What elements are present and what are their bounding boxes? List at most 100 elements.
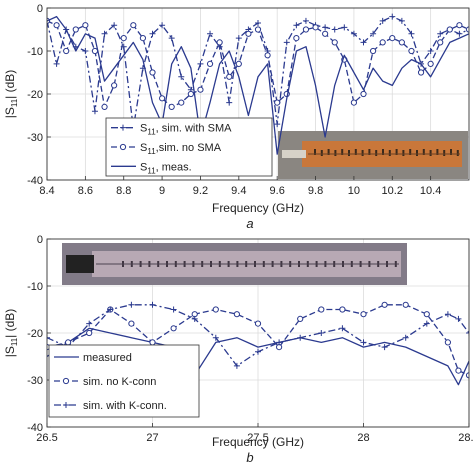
legend-label-sub: 11: [147, 128, 156, 137]
data-point: [444, 311, 451, 318]
data-point: [466, 330, 469, 336]
x-tick-label: 27: [146, 432, 158, 444]
data-point: [389, 35, 396, 42]
data-point: [149, 301, 156, 308]
data-point: [197, 60, 204, 67]
photo-slot: [368, 149, 371, 155]
data-point: [212, 334, 219, 341]
data-point: [293, 22, 300, 29]
data-point: [91, 47, 99, 55]
data-point: [254, 320, 262, 327]
x-tick-label: 27.5: [247, 432, 268, 444]
photo-slot: [341, 149, 344, 155]
data-point: [170, 325, 177, 332]
y-tick-label: 0: [37, 234, 43, 246]
data-point: [408, 47, 415, 55]
y-axis-label-main: |S: [3, 107, 17, 118]
legend-label-sub: 11: [147, 166, 156, 175]
legend-label-main: S: [140, 142, 147, 154]
photo-slot: [361, 150, 364, 156]
data-point: [322, 24, 329, 31]
data-point: [350, 99, 358, 106]
data-point: [276, 339, 283, 346]
data-point: [53, 22, 60, 29]
legend-label: sim. no K-conn: [83, 376, 156, 388]
legend-label-tail: , meas.: [156, 161, 192, 173]
data-point: [360, 39, 367, 46]
data-point: [423, 320, 430, 327]
data-point: [207, 30, 214, 37]
series-1: [47, 327, 469, 386]
photo-slot: [388, 150, 391, 156]
photo-slot: [409, 149, 412, 155]
data-point: [444, 339, 451, 346]
y-tick-label: 0: [37, 3, 43, 15]
data-point: [226, 99, 233, 106]
legend-label-tail: , sim. with SMA: [156, 123, 232, 135]
y-tick-label: -20: [27, 89, 43, 101]
y-tick-label: -30: [27, 375, 43, 387]
series-line: [47, 304, 469, 376]
data-point: [149, 339, 156, 346]
legend-label: sim. with K-conn.: [83, 400, 167, 412]
legend-marker: [62, 377, 70, 385]
panel-label: b: [246, 450, 253, 465]
series-2: [47, 17, 469, 111]
data-point: [86, 320, 93, 327]
data-point: [398, 17, 405, 24]
data-point: [283, 39, 290, 46]
y-axis-label: |S11| (dB): [3, 70, 19, 119]
data-point: [455, 367, 462, 374]
series-line: [47, 304, 469, 367]
data-point: [302, 17, 309, 24]
data-point: [233, 362, 240, 369]
data-point: [101, 30, 108, 37]
chart-panel-b: 26.5 27 27.5 28 28.5 0 -10 -20 -30 -40 Frequency (…: [3, 234, 474, 465]
data-point: [456, 22, 463, 29]
legend-label-tail: ,sim. no SMA: [156, 142, 222, 154]
photo-slot: [436, 149, 439, 155]
data-point: [158, 95, 166, 102]
data-point: [149, 69, 156, 76]
photo-slot: [429, 150, 432, 156]
data-point: [233, 311, 240, 318]
legend-marker: [119, 143, 127, 151]
data-point: [331, 26, 338, 33]
data-point: [297, 315, 304, 322]
data-point: [245, 30, 252, 37]
data-point: [187, 90, 194, 98]
data-point: [235, 60, 242, 68]
legend-label-main: S: [140, 123, 147, 135]
data-point: [318, 306, 325, 313]
x-tick-label: 9.4: [231, 185, 246, 197]
data-point: [293, 35, 300, 42]
legend-marker: [120, 124, 126, 131]
data-point: [128, 320, 135, 327]
data-point: [149, 30, 156, 37]
series-3: [47, 15, 469, 155]
panel-label: a: [246, 216, 253, 231]
data-point: [53, 60, 60, 67]
data-point: [455, 315, 462, 322]
series-line: [47, 15, 469, 155]
y-tick-label: -10: [27, 281, 43, 293]
x-tick-label: 8.4: [39, 185, 54, 197]
x-tick-label: 10.4: [420, 185, 441, 197]
photo-slot: [375, 150, 378, 156]
data-point: [235, 35, 242, 42]
data-point: [72, 26, 79, 33]
legend-label: S11, meas.: [140, 161, 192, 175]
data-point: [226, 73, 233, 80]
data-point: [437, 39, 444, 46]
y-axis-label-sub: 11: [10, 98, 19, 107]
data-point: [341, 24, 348, 31]
y-tick-label: -30: [27, 132, 43, 144]
y-axis-label: |S11| (dB): [3, 309, 19, 358]
photo-slot: [395, 149, 398, 155]
x-tick-label: 8.6: [78, 185, 93, 197]
x-tick-label: 9.2: [193, 185, 208, 197]
legend-label-main: S: [140, 161, 147, 173]
data-point: [82, 48, 89, 54]
photo-slot: [314, 149, 316, 155]
